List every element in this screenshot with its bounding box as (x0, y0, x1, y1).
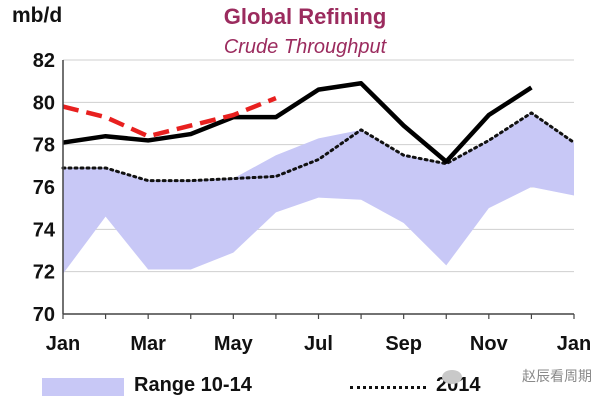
x-tick-label-8: Sep (385, 333, 422, 355)
tick-labels: 70 72 74 76 78 80 82 Jan Mar May Jul Sep Nov Jan (33, 50, 591, 355)
legend-range-label: Range 10-14 (134, 374, 252, 396)
y-tick-label-78: 78 (33, 135, 55, 157)
legend-range-swatch (42, 378, 124, 396)
chart-title: Global Refining (223, 4, 387, 29)
x-tick-label-10: Nov (470, 333, 509, 355)
watermark-chat-icon (442, 370, 462, 384)
series-line-2014 (61, 111, 576, 183)
y-tick-label-72: 72 (33, 262, 55, 284)
series-line-2015 (62, 81, 533, 164)
range-band-area (63, 112, 574, 274)
series-line-2016 (62, 96, 277, 139)
axes (62, 60, 575, 319)
series-lines (61, 81, 576, 183)
x-tick-label-2: Mar (130, 333, 166, 355)
chart-subtitle: Crude Throughput (223, 36, 387, 58)
x-tick-label-6: Jul (304, 333, 333, 355)
x-tick-label-0: Jan (46, 333, 80, 355)
y-axis-unit: mb/d (12, 4, 63, 27)
x-tick-label-12: Jan (557, 333, 591, 355)
range-band (63, 112, 574, 274)
y-tick-label-82: 82 (33, 50, 55, 72)
y-tick-label-80: 80 (33, 92, 55, 114)
y-tick-label-70: 70 (33, 304, 55, 326)
y-tick-label-76: 76 (33, 177, 55, 199)
legend-2014-line (350, 386, 426, 389)
watermark-text: 赵辰看周期 (522, 368, 592, 384)
y-tick-label-74: 74 (33, 219, 56, 241)
x-tick-label-4: May (214, 333, 254, 355)
